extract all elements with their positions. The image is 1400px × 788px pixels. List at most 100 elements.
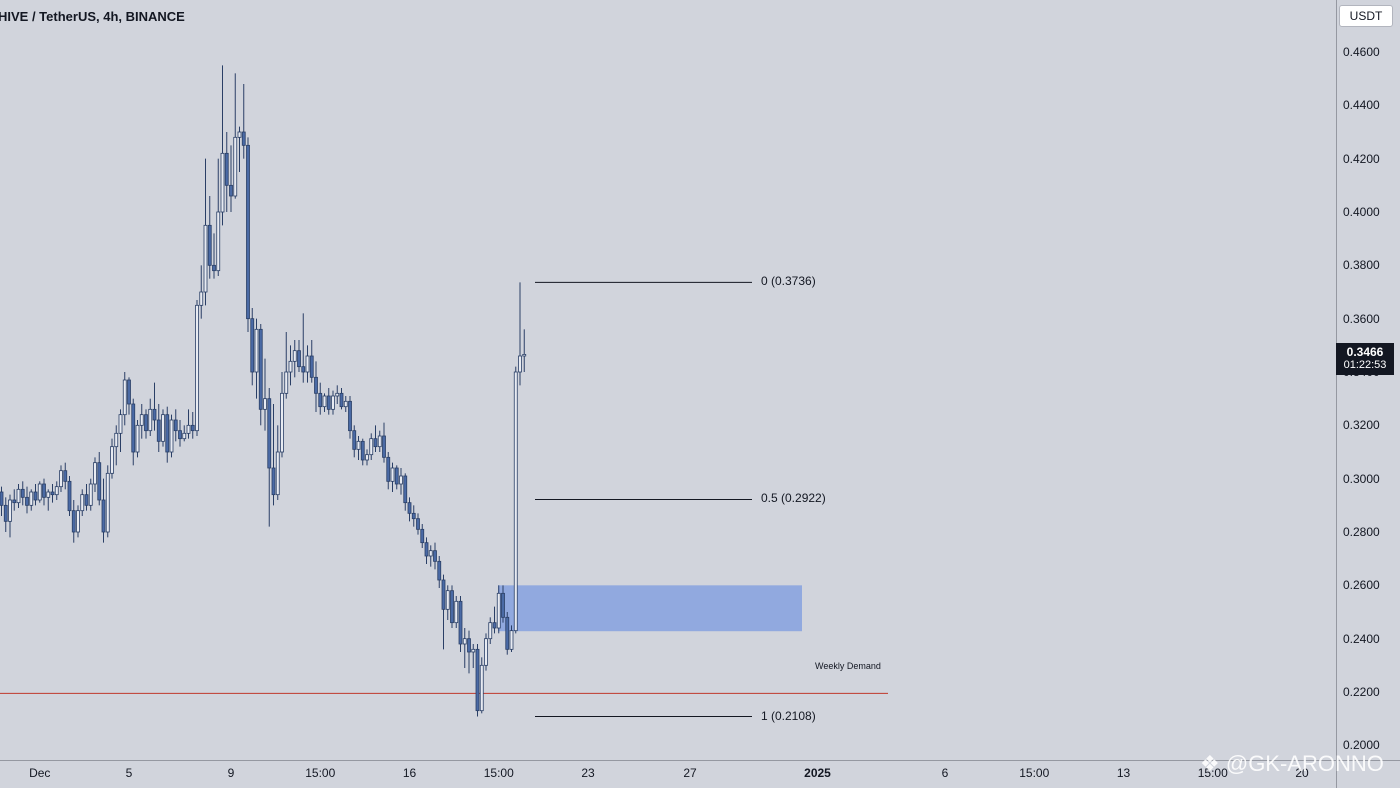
candle-body — [88, 483, 93, 506]
candle — [114, 425, 119, 466]
price-axis[interactable] — [1336, 0, 1400, 760]
candle-body — [335, 392, 340, 397]
candle — [322, 393, 327, 412]
candle-body — [161, 414, 165, 442]
candle-body — [403, 475, 408, 504]
price-chart[interactable] — [0, 0, 1336, 760]
candle-body — [54, 486, 59, 496]
candle — [241, 84, 246, 159]
time-tick-label: 20 — [1295, 766, 1309, 780]
candle-body — [390, 467, 395, 482]
candle-body — [386, 456, 391, 482]
candle-body — [212, 264, 216, 272]
candle — [165, 406, 170, 463]
candle — [50, 484, 55, 503]
candle — [352, 425, 357, 458]
time-tick-label: 16 — [402, 766, 417, 780]
time-tick-label: 15:00 — [483, 766, 514, 780]
time-tick-label: 9 — [227, 766, 235, 780]
time-tick-label: 15:00 — [305, 766, 336, 780]
candle — [152, 382, 157, 431]
currency-unit-button[interactable]: USDT — [1339, 5, 1393, 27]
candle-body — [105, 472, 110, 533]
watermark: ❖ @GK-ARONNO — [1200, 751, 1384, 777]
candle-body — [509, 630, 514, 650]
candle-body — [237, 131, 242, 138]
candle-body — [0, 491, 4, 506]
candle — [63, 462, 68, 490]
candle — [88, 478, 93, 511]
candle — [292, 340, 297, 378]
candle-body — [492, 622, 497, 629]
candle — [67, 476, 72, 516]
price-tick-label: 0.2800 — [1343, 525, 1380, 539]
candle — [505, 612, 510, 655]
candle — [195, 300, 199, 436]
candle-body — [407, 502, 412, 514]
candle — [471, 644, 476, 668]
candle-body — [33, 491, 38, 501]
candle-body — [339, 392, 344, 408]
candle-body — [186, 424, 191, 434]
candle-body — [280, 392, 284, 453]
candle — [37, 481, 42, 503]
candle — [382, 422, 386, 463]
candle — [97, 452, 102, 506]
candle — [71, 500, 76, 543]
candle — [118, 409, 123, 452]
last-price-badge: 0.3466 01:22:53 — [1336, 343, 1394, 375]
candle — [8, 494, 12, 538]
candle — [237, 126, 242, 172]
candle-body — [258, 328, 263, 410]
candle — [484, 633, 488, 671]
candle-body — [399, 475, 403, 485]
candle — [80, 489, 85, 516]
candle — [441, 574, 446, 650]
candle-body — [114, 432, 119, 448]
candle-body — [458, 600, 463, 645]
time-axis[interactable] — [0, 760, 1336, 788]
candle-body — [377, 435, 382, 448]
price-tick-label: 0.2000 — [1343, 738, 1380, 753]
candle — [288, 345, 293, 386]
time-tick-label: 2025 — [804, 766, 831, 780]
candle — [411, 505, 416, 527]
candle-body — [59, 470, 63, 488]
candle-body — [373, 438, 378, 448]
candle-body — [424, 542, 429, 557]
candle-body — [46, 491, 51, 498]
candle — [386, 452, 391, 490]
candle — [467, 630, 471, 674]
candle-body — [139, 414, 144, 426]
candle — [207, 196, 212, 279]
candle-body — [263, 398, 267, 410]
candle-body — [301, 366, 306, 373]
candle-body — [356, 440, 361, 450]
candle-body — [182, 432, 187, 440]
candle-body — [382, 435, 386, 458]
candle — [488, 617, 493, 644]
candle — [407, 497, 412, 522]
candle — [301, 313, 306, 383]
candle-body — [450, 590, 454, 624]
candle-body — [229, 184, 233, 197]
candle-body — [220, 152, 225, 213]
price-tick-label: 0.4000 — [1343, 205, 1380, 219]
candle — [12, 489, 17, 511]
candle-body — [246, 144, 250, 320]
candle-body — [203, 224, 208, 293]
candle-body — [173, 419, 178, 432]
candle-body — [110, 446, 114, 474]
price-tick-label: 0.3000 — [1343, 471, 1380, 486]
candle — [373, 425, 378, 452]
candle-body — [369, 438, 374, 456]
candle — [216, 158, 221, 276]
candle-body — [433, 550, 437, 562]
candle — [93, 457, 97, 492]
candle-body — [207, 224, 212, 266]
candle — [309, 340, 314, 383]
chart-area[interactable] — [0, 0, 1336, 760]
time-tick-label: 15:00 — [1197, 766, 1228, 780]
candle — [42, 478, 46, 506]
candle-body — [331, 395, 335, 410]
